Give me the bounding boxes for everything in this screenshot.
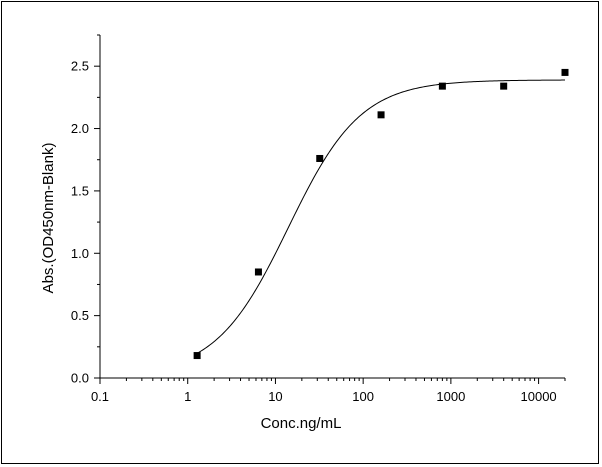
axes: 0.0 0.5 1.0 1.5 2.0 2.5 0.1 1 10 100 1000 10000 [71,34,566,404]
y-tick-label: 1.0 [71,246,89,261]
data-point [561,68,569,76]
data-point [500,82,508,90]
x-tick-label: 1 [184,389,191,404]
x-tick-label: 1000 [436,389,465,404]
fit-curve [194,79,565,356]
data-points [193,68,569,360]
y-tick-label: 0.5 [71,308,89,323]
x-tick-label: 0.1 [91,389,109,404]
data-point [438,82,446,90]
data-point [193,352,201,360]
data-point [254,268,262,276]
y-axis-title: Abs.(OD450nm-Blank) [40,143,57,294]
data-point [377,111,385,119]
x-tick-label: 100 [352,389,374,404]
y-tick-label: 2.0 [71,121,89,136]
x-axis-title: Conc.ng/mL [261,415,342,432]
x-tick-label: 10000 [521,389,557,404]
y-tick-label: 1.5 [71,183,89,198]
y-tick-label: 2.5 [71,59,89,74]
data-point [316,154,324,162]
fit-curve-layer [194,79,565,356]
y-tick-label: 0.0 [71,371,89,386]
x-tick-label: 10 [268,389,282,404]
